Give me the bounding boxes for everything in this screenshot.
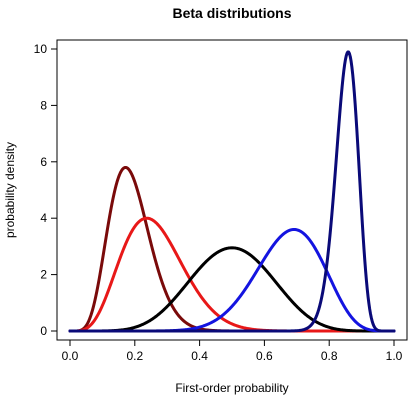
x-tick-label: 0.0 [62,349,79,363]
y-tick-label: 4 [40,211,47,225]
y-tick-label: 2 [40,268,47,282]
chart-title: Beta distributions [172,5,291,21]
series-line-2 [68,216,396,333]
x-axis-label: First-order probability [175,381,288,395]
x-tick-label: 0.8 [321,349,338,363]
y-tick-label: 6 [40,155,47,169]
y-tick-label: 0 [40,324,47,338]
series-line-4 [68,227,396,333]
y-tick-label: 10 [34,42,48,56]
x-tick-label: 0.6 [256,349,273,363]
x-tick-label: 0.2 [126,349,143,363]
x-tick-label: 1.0 [386,349,403,363]
x-axis: 0.0 0.2 0.4 0.6 0.8 1.0 [62,339,403,363]
series-line-5 [68,50,396,333]
curves-layer [68,50,396,333]
y-axis-label: probability density [3,142,17,238]
y-axis: 0 2 4 6 8 10 [34,42,58,338]
x-tick-label: 0.4 [191,349,208,363]
y-tick-label: 8 [40,98,47,112]
